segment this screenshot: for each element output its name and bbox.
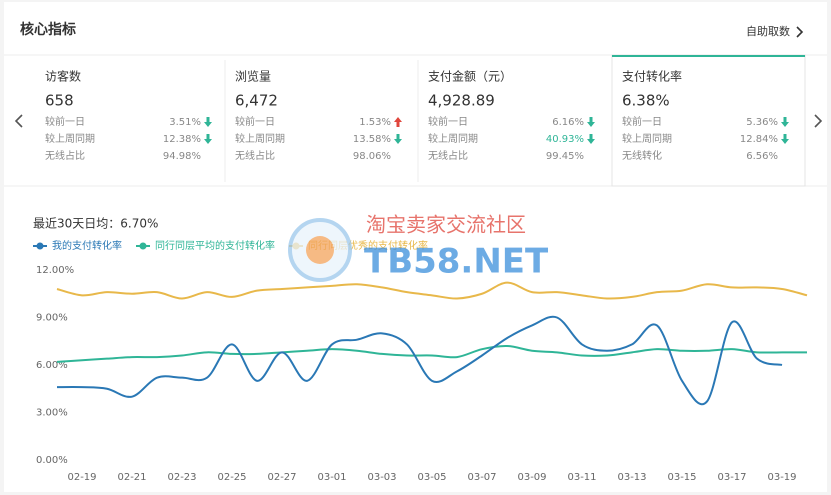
- card-row-value: 3.51%: [169, 117, 201, 128]
- series-line: [56, 281, 808, 300]
- card-row-value: 13.58%: [353, 134, 391, 145]
- legend-label: 同行同层平均的支付转化率: [155, 239, 275, 252]
- header-title: 核心指标: [20, 21, 76, 38]
- card-value: 658: [45, 92, 74, 110]
- card-row-label: 无线转化: [622, 149, 662, 162]
- card-row-value: 5.36%: [746, 117, 778, 128]
- x-tick-label: 02-25: [217, 472, 246, 483]
- series-line: [56, 344, 807, 363]
- card-row-value: 6.56%: [746, 151, 778, 162]
- x-tick-label: 03-17: [717, 472, 746, 483]
- card-value: 6,472: [235, 92, 278, 110]
- card-row-label: 无线占比: [45, 149, 85, 162]
- card-title: 支付转化率: [622, 69, 682, 84]
- x-tick-label: 03-09: [517, 472, 546, 483]
- card-row-label: 较前一日: [428, 115, 468, 128]
- y-tick-label: 6.00%: [36, 360, 68, 371]
- x-tick-label: 02-19: [67, 472, 96, 483]
- card-row-value: 94.98%: [163, 151, 201, 162]
- y-tick-label: 9.00%: [36, 313, 68, 324]
- card-row-label: 较上周同期: [235, 132, 285, 145]
- card-row-value: 6.16%: [552, 117, 584, 128]
- card-row-value: 98.06%: [353, 151, 391, 162]
- card-row-label: 无线占比: [428, 149, 468, 162]
- x-tick-label: 02-27: [267, 472, 296, 483]
- x-tick-label: 03-15: [667, 472, 696, 483]
- legend-dot: [36, 242, 44, 250]
- legend-dot: [139, 242, 147, 250]
- trend-arrow: [204, 134, 212, 144]
- x-tick-label: 02-21: [117, 472, 146, 483]
- card-row-label: 较上周同期: [622, 132, 672, 145]
- trend-arrow: [394, 134, 402, 144]
- watermark-text: 淘宝卖家交流社区: [366, 213, 526, 237]
- header-action[interactable]: 自助取数: [746, 24, 790, 38]
- y-tick-label: 3.00%: [36, 408, 68, 419]
- card-title: 支付金额（元）: [428, 69, 512, 84]
- x-tick-label: 03-07: [467, 472, 496, 483]
- x-tick-label: 03-11: [567, 472, 596, 483]
- x-tick-label: 03-03: [367, 472, 396, 483]
- action-chevron[interactable]: [796, 26, 804, 38]
- card-title: 浏览量: [235, 69, 271, 84]
- card-row-label: 较前一日: [235, 115, 275, 128]
- trend-arrow: [394, 117, 402, 127]
- card-row-value: 12.84%: [740, 134, 778, 145]
- card-value: 6.38%: [622, 92, 670, 110]
- chart-title: 最近30天日均：6.70%: [33, 217, 158, 231]
- x-tick-label: 03-01: [317, 472, 346, 483]
- watermark-hand: [306, 236, 334, 264]
- trend-arrow: [781, 117, 789, 127]
- card-row-label: 较上周同期: [45, 132, 95, 145]
- card-row-label: 较前一日: [622, 115, 662, 128]
- y-tick-label: 0.00%: [36, 455, 68, 466]
- watermark: 淘宝卖家交流社区 TB58.NET: [288, 213, 549, 282]
- series-line: [56, 315, 783, 406]
- card-row-label: 较前一日: [45, 115, 85, 128]
- trend-arrow: [204, 117, 212, 127]
- prev-button[interactable]: [14, 114, 23, 128]
- watermark-site: TB58.NET: [364, 242, 549, 282]
- x-tick-label: 03-13: [617, 472, 646, 483]
- y-tick-label: 12.00%: [36, 265, 74, 276]
- x-tick-label: 02-23: [167, 472, 196, 483]
- card-row-value: 12.38%: [163, 134, 201, 145]
- card-value: 4,928.89: [428, 92, 495, 110]
- card-row-label: 较上周同期: [428, 132, 478, 145]
- card-row-value: 99.45%: [546, 151, 584, 162]
- x-tick-label: 03-05: [417, 472, 446, 483]
- x-tick-label: 03-19: [767, 472, 796, 483]
- card-row-value: 40.93%: [546, 134, 584, 145]
- next-button[interactable]: [814, 114, 823, 128]
- trend-arrow: [587, 134, 595, 144]
- trend-arrow: [781, 134, 789, 144]
- card-row-label: 无线占比: [235, 149, 275, 162]
- card-row-value: 1.53%: [359, 117, 391, 128]
- card-title: 访客数: [45, 69, 81, 84]
- trend-arrow: [587, 117, 595, 127]
- legend-label: 我的支付转化率: [52, 239, 122, 252]
